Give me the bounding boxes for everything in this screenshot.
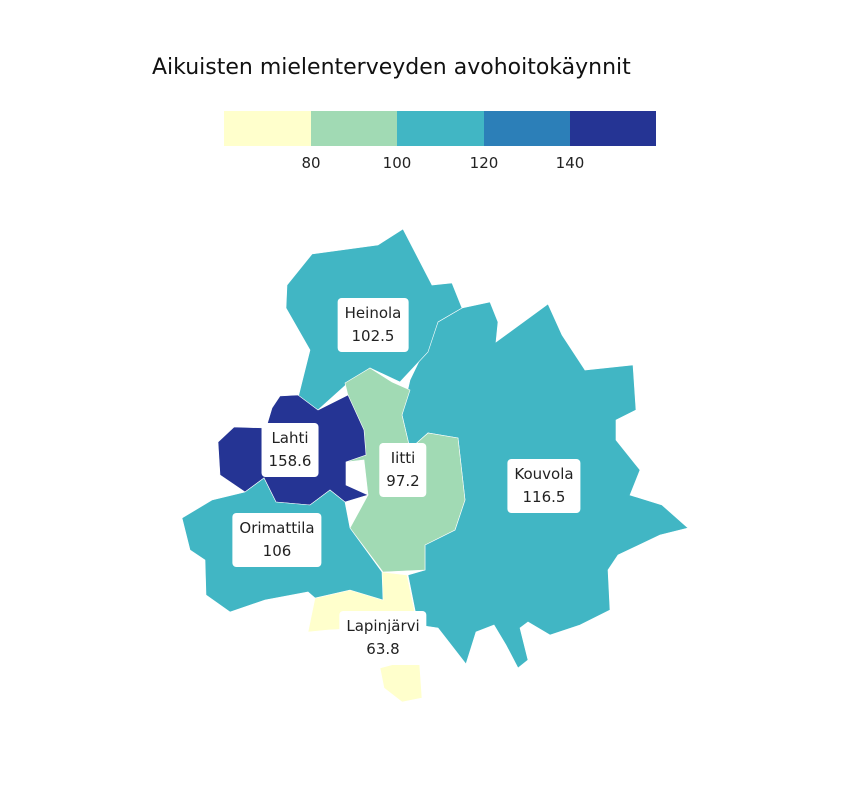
label-iitti: Iitti 97.2 (379, 443, 427, 497)
legend-tick-140: 140 (555, 154, 585, 172)
legend-bin-2 (311, 111, 397, 146)
label-heinola-value: 102.5 (351, 327, 395, 345)
label-lapinjarvi-name: Lapinjärvi (346, 617, 420, 635)
legend-tick-80: 80 (301, 154, 321, 172)
label-orimattila-name: Orimattila (239, 519, 315, 537)
label-lahti: Lahti 158.6 (261, 423, 319, 477)
label-lapinjarvi: Lapinjärvi 63.8 (339, 611, 427, 665)
label-kouvola-name: Kouvola (514, 465, 574, 483)
label-iitti-value: 97.2 (386, 472, 420, 490)
label-lahti-value: 158.6 (268, 452, 312, 470)
legend-bin-5 (570, 111, 656, 146)
label-orimattila-value: 106 (262, 542, 292, 560)
label-orimattila: Orimattila 106 (232, 513, 322, 567)
color-legend (224, 111, 656, 146)
map-title: Aikuisten mielenterveyden avohoitokäynni… (152, 55, 631, 80)
label-kouvola: Kouvola 116.5 (507, 459, 581, 513)
label-kouvola-value: 116.5 (522, 488, 566, 506)
legend-tick-120: 120 (469, 154, 499, 172)
legend-bin-4 (484, 111, 570, 146)
legend-bin-3 (397, 111, 484, 146)
legend-bin-1 (224, 111, 311, 146)
label-iitti-name: Iitti (390, 449, 416, 467)
legend-tick-100: 100 (382, 154, 412, 172)
label-heinola: Heinola 102.5 (337, 298, 409, 352)
label-lapinjarvi-value: 63.8 (366, 640, 400, 658)
label-lahti-name: Lahti (271, 429, 309, 447)
label-heinola-name: Heinola (344, 304, 402, 322)
